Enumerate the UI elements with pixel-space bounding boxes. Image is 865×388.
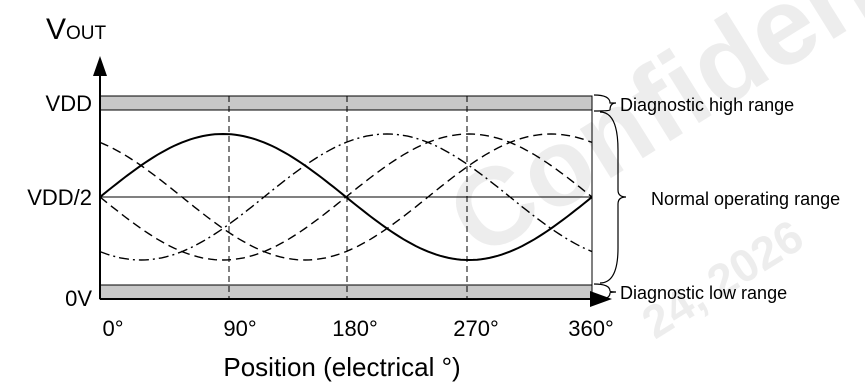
normal-range-label: Normal operating range: [651, 189, 840, 209]
x-tick-270: 270°: [453, 316, 499, 341]
y-level-vdd: VDD: [46, 91, 92, 116]
diagnostic-low-label: Diagnostic low range: [620, 283, 787, 303]
y-level-0v: 0V: [65, 286, 92, 311]
watermark-date: 24, 2026: [633, 209, 812, 348]
x-tick-360: 360°: [568, 316, 614, 341]
normal-range-brace: [599, 111, 627, 284]
y-axis-label-main: V: [46, 13, 66, 46]
diagnostic-low-band: [99, 284, 593, 300]
diagnostic-high-band: [99, 95, 593, 111]
x-axis-title: Position (electrical °): [223, 352, 460, 382]
diagnostic-high-brace: [593, 94, 617, 112]
x-tick-90: 90°: [223, 316, 256, 341]
y-axis-arrow-icon: [93, 56, 107, 76]
y-axis-label-sub: OUT: [66, 23, 107, 44]
diagnostic-high-label: Diagnostic high range: [620, 95, 794, 115]
diagnostic-low-brace: [593, 283, 617, 301]
x-tick-0: 0°: [102, 316, 123, 341]
x-tick-180: 180°: [332, 316, 378, 341]
waveform-dashed-2: [99, 133, 593, 261]
y-level-vdd-half: VDD/2: [27, 185, 92, 210]
